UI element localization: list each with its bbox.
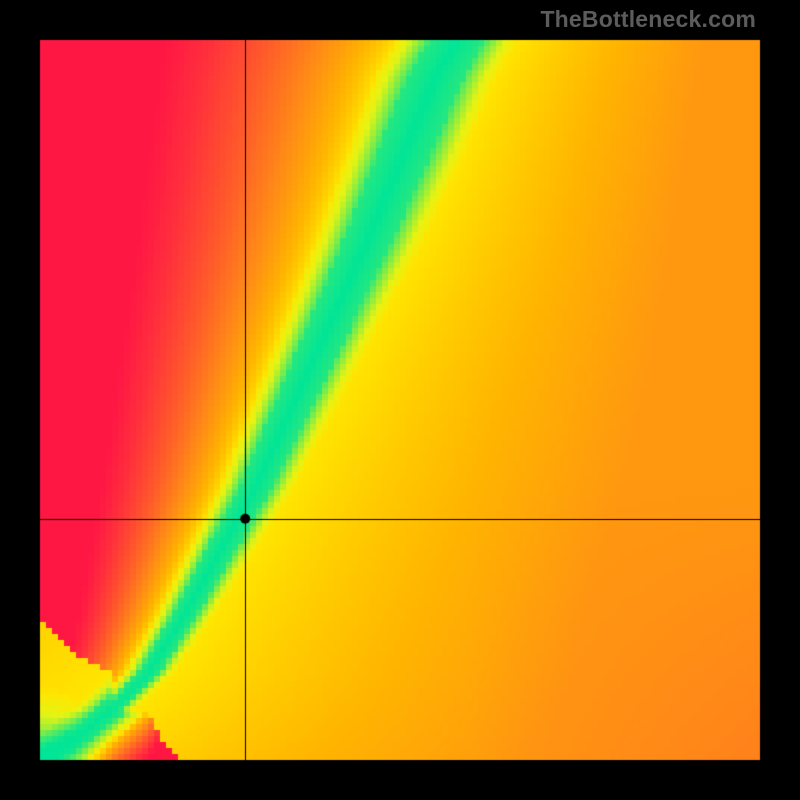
chart-root: TheBottleneck.com	[0, 0, 800, 800]
watermark-text: TheBottleneck.com	[540, 6, 756, 33]
heatmap-canvas	[0, 0, 800, 800]
